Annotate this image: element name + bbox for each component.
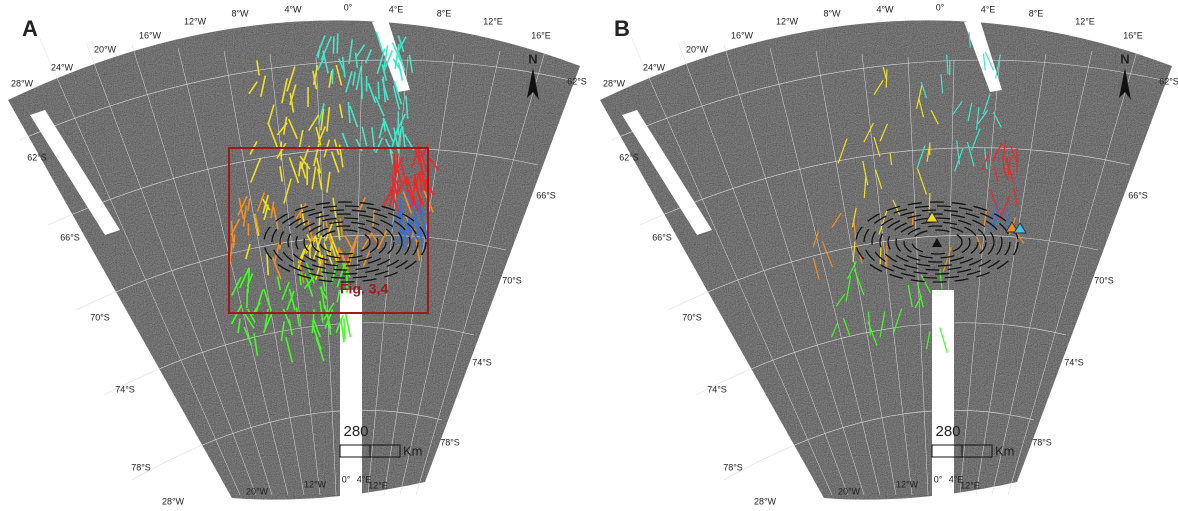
coordinate-label: 8°E (1029, 8, 1044, 18)
coordinate-label: 16°W (731, 30, 754, 40)
coordinate-label: 20°W (838, 486, 861, 496)
coordinate-label: 78°S (1032, 437, 1052, 447)
coordinate-label: 66°S (1128, 190, 1148, 200)
coordinate-label: 12°W (896, 479, 919, 489)
lineation (361, 76, 362, 99)
coordinate-label: 20°W (94, 44, 117, 54)
coordinate-label: 78°S (723, 462, 743, 472)
coordinate-label: 66°S (60, 232, 80, 242)
coordinate-label: 66°S (652, 232, 672, 242)
coordinate-label: 0° (342, 474, 351, 484)
coordinate-label: 74°S (472, 357, 492, 367)
coordinate-label: 8°W (231, 8, 249, 18)
coordinate-label: 74°S (115, 384, 135, 394)
lineation (912, 211, 913, 227)
coordinate-label: 8°W (823, 8, 841, 18)
lineation (378, 82, 379, 99)
coordinate-label: 4°W (876, 4, 894, 14)
coordinate-label: 74°S (707, 384, 727, 394)
data-gap (932, 290, 954, 500)
coordinate-label: 62°S (1159, 76, 1178, 86)
map-background (600, 20, 1172, 499)
panel-label: A (22, 16, 38, 41)
coordinate-label: 28°W (754, 496, 777, 506)
coordinate-label: 24°W (643, 62, 666, 72)
coordinate-label: 16°E (1123, 30, 1143, 40)
page: 28°W 24°W 20°W 16°W 12°W 8°W 4°W 0° 4°E 8°E 12°E 16… (0, 0, 1178, 511)
map-panel: 28°W 24°W 20°W 16°W 12°W 8°W 4°W 0° 4°E 8°E 12°E 16… (8, 2, 587, 506)
coordinate-label: 12°E (960, 480, 980, 490)
coordinate-label: 78°S (440, 437, 460, 447)
scale-value: 280 (343, 423, 368, 440)
coordinate-label: 12°W (184, 16, 207, 26)
coordinate-label: 12°E (483, 16, 503, 26)
coordinate-label: 70°S (90, 312, 110, 322)
coordinate-label: 16°E (531, 30, 551, 40)
north-label: N (528, 51, 537, 66)
coordinate-label: 62°S (27, 152, 47, 162)
coordinate-label: 70°S (502, 275, 522, 285)
coordinate-label: 70°S (682, 312, 702, 322)
coordinate-label: 4°E (981, 4, 996, 14)
coordinate-label: 4°E (389, 4, 404, 14)
lineation (337, 34, 338, 54)
coordinate-label: 12°W (776, 16, 799, 26)
coordinate-label: 62°S (567, 76, 587, 86)
coordinate-label: 28°W (603, 78, 626, 88)
coordinate-label: 0° (936, 2, 945, 12)
lineation (344, 319, 345, 340)
coordinate-label: 0° (934, 474, 943, 484)
coordinate-label: 12°W (304, 479, 327, 489)
coordinate-label: 66°S (536, 190, 556, 200)
coordinate-label: 8°E (437, 8, 452, 18)
coordinate-label: 62°S (619, 152, 639, 162)
coordinate-label: 12°E (1075, 16, 1095, 26)
coordinate-label: 0° (344, 2, 353, 12)
coordinate-label: 24°W (51, 62, 74, 72)
coordinate-label: 70°S (1094, 275, 1114, 285)
coordinate-label: 28°W (162, 496, 185, 506)
coordinate-label: 20°W (686, 44, 709, 54)
coordinate-label: 78°S (131, 462, 151, 472)
panel-label: B (614, 16, 630, 41)
coordinate-label: 4°W (284, 4, 302, 14)
coordinate-label: 74°S (1064, 357, 1084, 367)
scale-unit: Km (403, 443, 423, 458)
scale-value: 280 (935, 423, 960, 440)
map-panel: 28°W 24°W 20°W 16°W 12°W 8°W 4°W 0° 4°E 8°E 12°E 16… (600, 2, 1178, 506)
coordinate-label: 28°W (11, 78, 34, 88)
lineation (886, 70, 887, 88)
coordinate-label: 12°E (368, 480, 388, 490)
figure: 28°W 24°W 20°W 16°W 12°W 8°W 4°W 0° 4°E 8°E 12°E 16… (0, 0, 1178, 506)
coordinate-label: 16°W (139, 30, 162, 40)
box-label: Fig. 3,4 (340, 281, 388, 297)
north-label: N (1120, 51, 1129, 66)
scale-unit: Km (995, 443, 1015, 458)
coordinate-label: 20°W (246, 486, 269, 496)
